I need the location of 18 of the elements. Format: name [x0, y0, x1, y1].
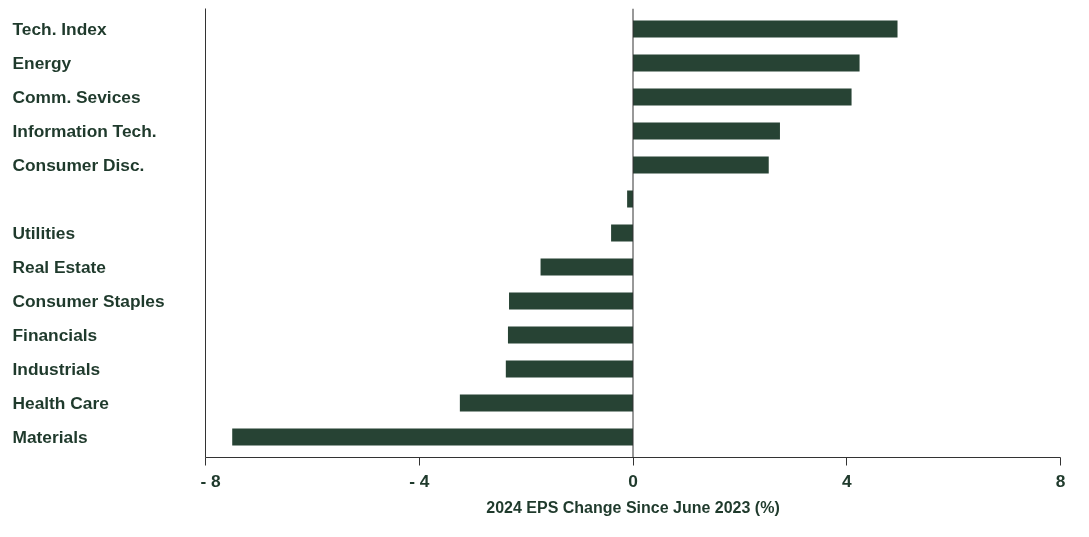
x-tick-label: - 4	[409, 470, 430, 491]
y-tick-label: Utilities	[12, 223, 76, 243]
y-tick-label: Real Estate	[12, 257, 107, 278]
y-tick-label: Consumer Staples	[12, 291, 165, 312]
y-tick-label: Financials	[12, 325, 98, 346]
x-tick-label: - 8	[200, 470, 222, 491]
y-tick-label: Tech. Index	[12, 18, 107, 39]
y-tick-label: Health Care	[12, 393, 110, 414]
y-tick-label: Materials	[12, 427, 88, 448]
y-tick-label: Comm. Sevices	[12, 86, 141, 107]
y-tick-label: Consumer Disc.	[12, 154, 145, 175]
x-axis-title: 2024 EPS Change Since June 2023 (%)	[486, 498, 780, 516]
x-tick-label: 0	[628, 470, 638, 491]
y-tick-label: Energy	[12, 52, 72, 73]
x-tick-label: 4	[841, 470, 852, 491]
x-tick-label: 8	[1055, 470, 1066, 491]
y-tick-label: Industrials	[12, 359, 101, 380]
y-tick-label: Information Tech.	[12, 120, 157, 141]
